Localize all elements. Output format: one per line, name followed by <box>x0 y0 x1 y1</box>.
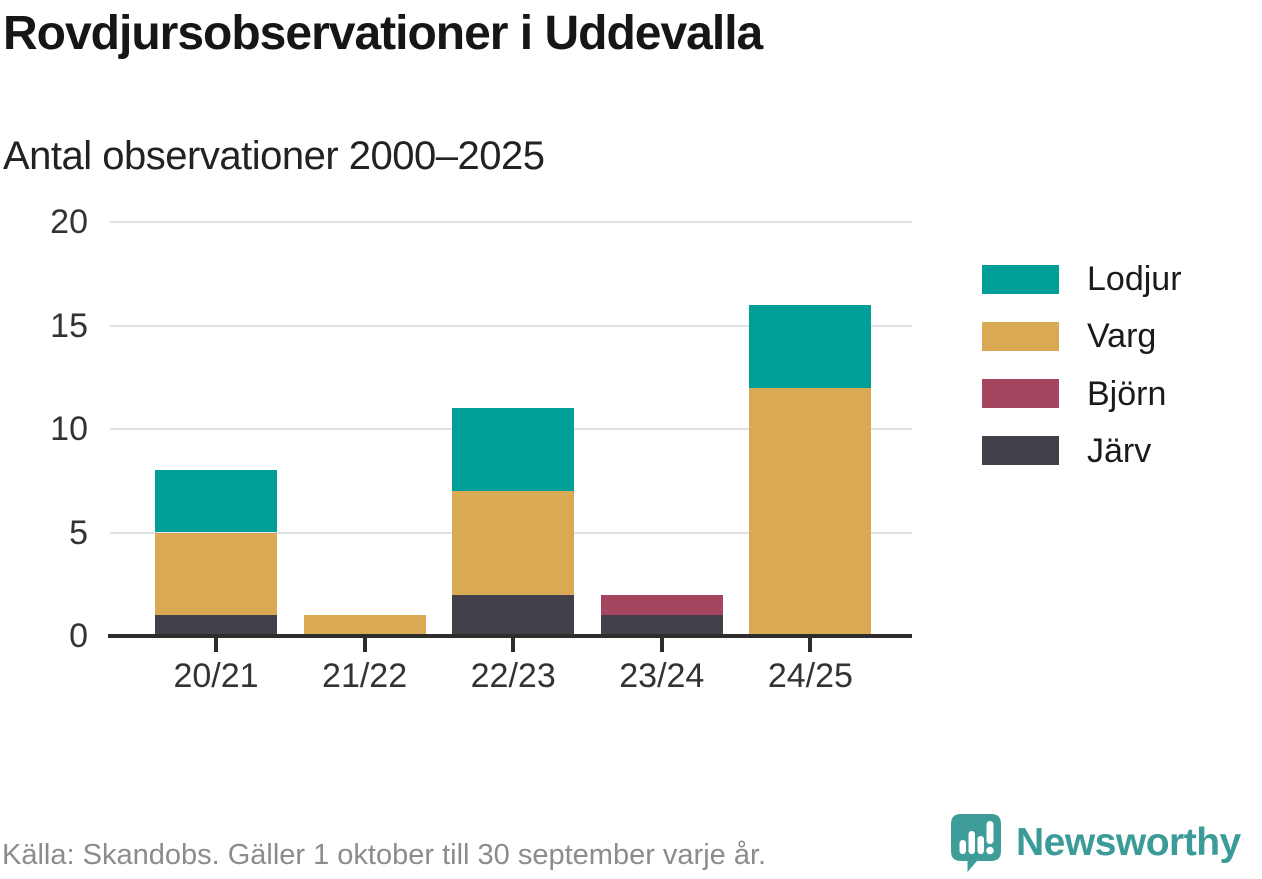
newsworthy-logo: Newsworthy <box>950 813 1241 873</box>
y-axis-tick-label: 15 <box>50 306 88 345</box>
gridline-y20 <box>110 221 912 223</box>
legend-item-björn: Björn <box>982 377 1166 411</box>
x-axis-tick-label: 22/23 <box>470 657 556 695</box>
bar-segment-varg-24-25 <box>749 387 872 636</box>
y-axis-tick-label: 10 <box>50 410 88 448</box>
bar-segment-järv-23-24 <box>600 615 723 636</box>
gridline-y15 <box>110 324 912 327</box>
legend-swatch <box>982 379 1059 409</box>
bar-segment-varg-20-21 <box>155 532 277 616</box>
bar-segment-lodjur-22-23 <box>452 408 575 492</box>
bar-segment-järv-20-21 <box>155 615 277 636</box>
legend-label: Björn <box>1087 374 1167 413</box>
legend-label: Lodjur <box>1087 260 1182 298</box>
legend-item-lodjur: Lodjur <box>982 262 1182 296</box>
x-axis-tick-mark <box>214 638 218 652</box>
x-axis-tick-label: 23/24 <box>619 657 705 695</box>
newsworthy-logo-icon <box>950 813 1002 873</box>
bar-segment-varg-22-23 <box>452 491 575 595</box>
legend-label: Varg <box>1087 317 1157 356</box>
bar-segment-järv-22-23 <box>452 594 575 636</box>
newsworthy-wordmark: Newsworthy <box>1016 821 1241 864</box>
y-axis-tick-label: 20 <box>50 203 88 241</box>
x-axis-tick-label: 24/25 <box>767 657 853 695</box>
chart-subtitle: Antal observationer 2000–2025 <box>3 134 545 178</box>
x-axis-tick-mark <box>362 638 367 652</box>
chart-title: Rovdjursobservationer i Uddevalla <box>3 7 763 60</box>
x-axis-tick-mark <box>808 638 813 652</box>
x-axis-tick-label: 20/21 <box>173 657 259 695</box>
bar-segment-björn-23-24 <box>600 594 723 616</box>
legend-item-järv: Järv <box>982 434 1151 468</box>
x-axis-tick-label: 21/22 <box>322 657 408 695</box>
source-note: Källa: Skandobs. Gäller 1 oktober till 3… <box>2 839 767 871</box>
bar-segment-lodjur-20-21 <box>155 470 277 533</box>
y-axis-tick-label: 5 <box>69 513 88 552</box>
legend-item-varg: Varg <box>982 319 1156 353</box>
x-axis-tick-mark <box>511 638 516 652</box>
legend-swatch <box>982 321 1059 351</box>
x-axis-tick-mark <box>659 638 664 652</box>
legend-swatch <box>982 436 1059 466</box>
y-axis-tick-label: 0 <box>69 617 88 655</box>
bar-segment-lodjur-24-25 <box>749 304 872 388</box>
legend-label: Järv <box>1087 431 1152 470</box>
bar-segment-varg-21-22 <box>303 615 426 636</box>
x-axis-line <box>108 634 912 638</box>
legend-swatch <box>982 264 1059 294</box>
